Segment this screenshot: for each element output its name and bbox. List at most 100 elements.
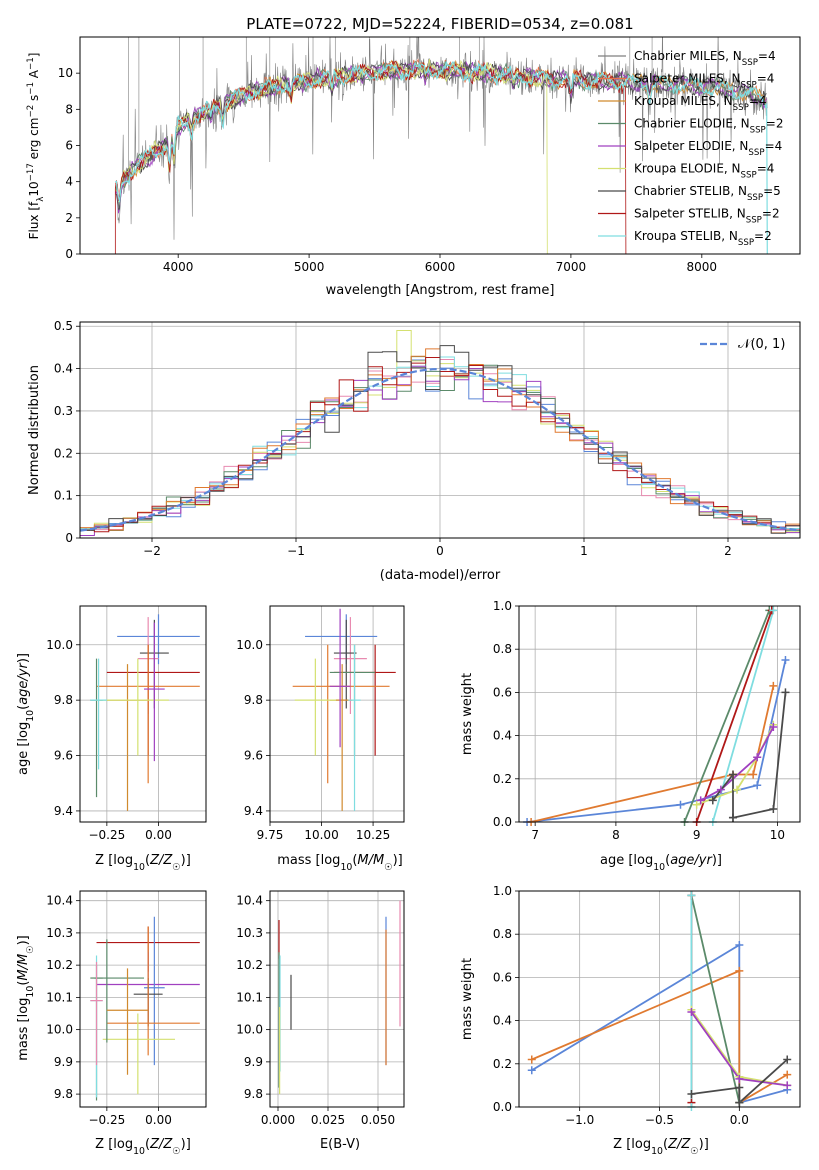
axes-frame <box>79 36 801 255</box>
y-tick-label: 0.8 <box>493 927 512 941</box>
histogram-series-8 <box>80 345 800 534</box>
x-axis-label: E(B-V) <box>320 1137 360 1152</box>
axes-frame <box>79 605 207 823</box>
weight-marker <box>769 681 778 690</box>
spectrum-model-chabrier_stelib-line <box>115 60 767 210</box>
weight-marker <box>696 796 705 805</box>
y-tick-label: 10.4 <box>46 894 73 908</box>
plot-area <box>114 37 768 254</box>
x-tick-label: 0.0 <box>730 1113 749 1127</box>
weight-marker <box>676 800 685 809</box>
y-tick-label: 9.4 <box>54 804 73 818</box>
weight-marker <box>692 800 701 809</box>
weight-marker <box>735 1074 744 1083</box>
weight-series-1-line <box>531 969 788 1105</box>
legend-label: Kroupa MILES, NSSP=4 <box>634 94 767 113</box>
y-tick-label: 0 <box>65 247 73 261</box>
x-tick-label: 9 <box>693 828 701 842</box>
y-tick-label: 0.6 <box>493 685 512 699</box>
legend-label: Salpeter STELIB, NSSP=2 <box>634 207 780 226</box>
weight-series-2-line <box>690 895 741 1103</box>
weight-marker <box>781 688 790 697</box>
weight-marker <box>753 753 762 762</box>
legend-label: Chabrier MILES, NSSP=4 <box>634 49 776 68</box>
x-axis-label: Z [log10(Z/Z☉)] <box>95 1137 191 1157</box>
y-tick-label: 9.8 <box>244 693 263 707</box>
y-tick-label: 1.0 <box>493 599 512 613</box>
axes-frame <box>269 890 405 1108</box>
x-tick-label: 10.00 <box>304 828 338 842</box>
plot-area <box>90 916 200 1101</box>
x-axis-label: (data-model)/error <box>380 568 501 583</box>
x-tick-label: −0.25 <box>88 828 125 842</box>
x-axis-label: wavelength [Angstrom, rest frame] <box>326 283 555 298</box>
weight-series-7-line <box>691 1058 788 1105</box>
y-tick-label: 0.5 <box>54 319 73 333</box>
weight-marker <box>728 770 737 779</box>
plot-area <box>278 900 401 1095</box>
weight-marker <box>735 966 744 975</box>
spectrum-model-kroupa_elodie-line <box>115 59 548 254</box>
y-tick-label: 10.2 <box>236 958 263 972</box>
weight-marker <box>527 1066 536 1075</box>
x-tick-label: −1 <box>287 544 305 558</box>
x-tick-label: 0.050 <box>361 1113 395 1127</box>
weight-marker <box>735 1083 744 1092</box>
x-tick-label: 0 <box>436 544 444 558</box>
y-axis-label: mass weight <box>460 958 475 1040</box>
x-tick-label: −0.25 <box>88 1113 125 1127</box>
panel-residual_histogram: −2 −1 0 1 2 0 0.1 0.2 0.3 0.4 0.5 (data-model)/erro… <box>27 319 801 583</box>
y-tick-label: 0.4 <box>493 1014 512 1028</box>
weight-marker <box>783 1055 792 1064</box>
y-tick-label: 0.0 <box>493 815 512 829</box>
axes-frame <box>79 321 801 539</box>
legend-label: Chabrier STELIB, NSSP=5 <box>634 184 781 203</box>
weight-marker <box>783 1081 792 1090</box>
weight-marker <box>753 781 762 790</box>
plot-area <box>292 608 396 811</box>
y-tick-label: 0 <box>65 531 73 545</box>
x-tick-label: 10.25 <box>356 828 390 842</box>
panel-age_vs_Z: −0.25 0.00 9.4 9.6 9.8 10.0 Z [log10(Z/Z☉)] age… <box>16 605 207 873</box>
axes-frame <box>518 605 801 823</box>
y-tick-label: 0.2 <box>493 772 512 786</box>
y-tick-label: 10.0 <box>46 1023 73 1037</box>
y-tick-label: 10.0 <box>236 638 263 652</box>
y-tick-label: 0.3 <box>54 404 73 418</box>
x-tick-label: 10 <box>770 828 785 842</box>
y-axis-label: Normed distribution <box>27 365 42 495</box>
y-tick-label: 9.6 <box>244 749 263 763</box>
y-tick-label: 4 <box>65 175 73 189</box>
y-tick-label: 0.2 <box>54 446 73 460</box>
weight-marker <box>769 606 778 615</box>
x-tick-label: −1.0 <box>565 1113 594 1127</box>
weight-marker <box>749 770 758 779</box>
x-axis-label: mass [log10(M/M☉)] <box>277 853 403 873</box>
weight-marker <box>687 1007 696 1016</box>
x-tick-label: 0.000 <box>261 1113 295 1127</box>
y-tick-label: 6 <box>65 139 73 153</box>
x-tick-label: 9.75 <box>257 828 284 842</box>
panel-age_vs_mass: 9.75 10.00 10.25 9.4 9.6 9.8 10.0 mass [log10(M… <box>236 605 405 873</box>
x-tick-label: 8 <box>612 828 620 842</box>
axes-frame <box>79 890 207 1108</box>
weight-marker <box>769 722 778 731</box>
legend-label: Salpeter ELODIE, NSSP=4 <box>634 139 782 158</box>
x-tick-label: 1 <box>580 544 588 558</box>
y-tick-label: 0.2 <box>493 1057 512 1071</box>
legend-label: Kroupa STELIB, NSSP=2 <box>634 229 772 248</box>
legend-label: Chabrier ELODIE, NSSP=2 <box>634 117 783 136</box>
y-tick-label: 10.3 <box>46 926 73 940</box>
x-tick-label: 0.00 <box>145 828 172 842</box>
weight-marker <box>733 785 742 794</box>
x-axis-label: age [log10(age/yr)] <box>600 853 722 873</box>
weight-series-2-line <box>683 609 771 822</box>
weight-marker <box>781 656 790 664</box>
x-tick-label: 4000 <box>163 260 194 274</box>
normal-curve-line <box>80 367 800 532</box>
y-tick-label: 0.6 <box>493 970 512 984</box>
x-tick-label: 7000 <box>556 260 587 274</box>
y-tick-label: 2 <box>65 211 73 225</box>
y-tick-label: 9.9 <box>244 1055 263 1069</box>
y-axis-label: mass weight <box>460 673 475 755</box>
